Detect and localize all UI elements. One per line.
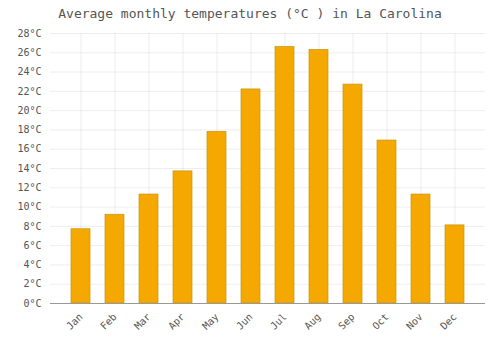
svg-text:16°C: 16°C	[17, 143, 41, 154]
svg-text:14°C: 14°C	[17, 163, 41, 174]
svg-text:26°C: 26°C	[17, 47, 41, 58]
svg-text:Aug: Aug	[302, 311, 323, 332]
svg-text:Oct: Oct	[370, 311, 391, 332]
svg-text:8°C: 8°C	[23, 221, 41, 232]
svg-text:12°C: 12°C	[17, 182, 41, 193]
svg-text:24°C: 24°C	[17, 66, 41, 77]
svg-text:Sep: Sep	[336, 311, 357, 332]
svg-text:18°C: 18°C	[17, 124, 41, 135]
svg-text:Feb: Feb	[98, 311, 119, 332]
svg-text:20°C: 20°C	[17, 105, 41, 116]
svg-text:Nov: Nov	[404, 311, 425, 332]
svg-text:2°C: 2°C	[23, 278, 41, 289]
svg-text:6°C: 6°C	[23, 240, 41, 251]
svg-text:Jul: Jul	[268, 311, 289, 332]
svg-text:22°C: 22°C	[17, 86, 41, 97]
svg-text:4°C: 4°C	[23, 259, 41, 270]
svg-text:Jan: Jan	[64, 311, 85, 332]
svg-text:Jun: Jun	[234, 311, 255, 332]
svg-text:10°C: 10°C	[17, 201, 41, 212]
svg-text:Mar: Mar	[132, 311, 153, 332]
svg-text:Dec: Dec	[438, 311, 459, 332]
svg-text:May: May	[200, 311, 221, 332]
html-text:Average monthly temperatures (: Average monthly temperatures (°C ) in La…	[58, 6, 442, 21]
svg-text:28°C: 28°C	[17, 28, 41, 39]
svg-text:0°C: 0°C	[23, 298, 41, 309]
svg-text:Apr: Apr	[166, 311, 187, 332]
